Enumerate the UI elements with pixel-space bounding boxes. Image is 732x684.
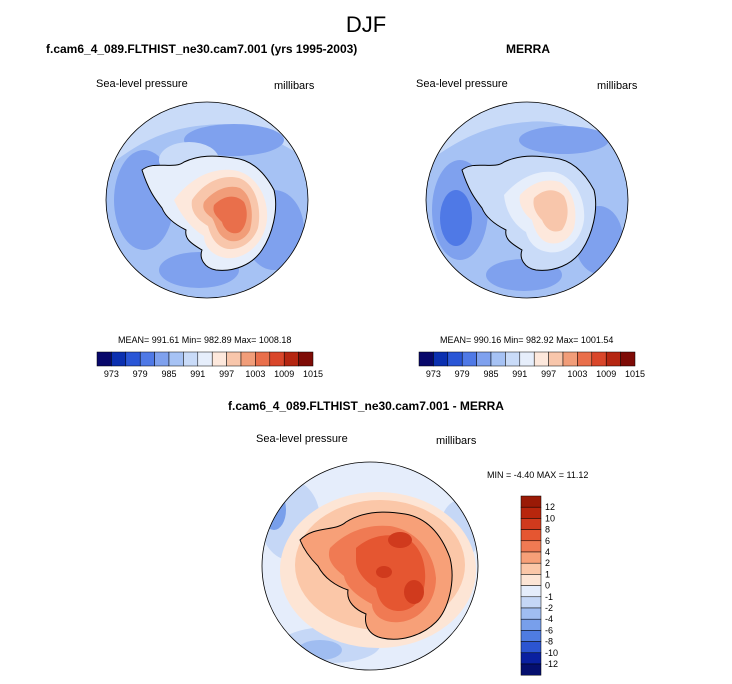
- panel2-colorbar-box: [433, 351, 449, 367]
- panel1-map: [105, 101, 309, 299]
- panel3-units: millibars: [436, 435, 477, 447]
- panel3-colorbar-box: [520, 663, 542, 676]
- panel1-colorbar-box: [226, 351, 242, 367]
- panel3-colorbar-box: [520, 641, 542, 654]
- panel2-colorbar-label: 1009: [596, 369, 616, 379]
- panel1-colorbar-label: 997: [219, 369, 234, 379]
- panel3-map: [261, 461, 479, 671]
- panel3-colorbar-label: 1: [545, 569, 550, 579]
- panel1-colorbar-label: 979: [133, 369, 148, 379]
- panel2-colorbar: 973 979 985 991 997 1003 1009 1015: [418, 351, 645, 379]
- panel3-colorbar-box: [520, 540, 542, 553]
- panel2-colorbar-label: 1015: [625, 369, 645, 379]
- panel1-colorbar-box: [154, 351, 170, 367]
- panel2-title: MERRA: [506, 42, 550, 56]
- panel2-colorbar-label: 991: [512, 369, 527, 379]
- panel2-variable: Sea-level pressure: [416, 78, 508, 90]
- panel3-colorbar-label: 2: [545, 558, 550, 568]
- panel3-colorbar-box: [520, 518, 542, 530]
- panel3-colorbar-box: [520, 574, 542, 586]
- panel1-colorbar-box: [139, 351, 155, 367]
- panel1-colorbar-box: [283, 351, 299, 367]
- panel3-colorbar-label: 4: [545, 547, 550, 557]
- panel1-colorbar-box: [240, 351, 256, 367]
- panel2-colorbar-box: [620, 351, 636, 367]
- panel2-colorbar-box: [605, 351, 621, 367]
- panel3-colorbar-label: 8: [545, 525, 550, 535]
- panel1-stats: MEAN= 991.61 Min= 982.89 Max= 1008.18: [118, 335, 292, 345]
- panel3-variable: Sea-level pressure: [256, 433, 348, 445]
- panel3-stats: MIN = -4.40 MAX = 11.12: [487, 470, 589, 480]
- panel3-colorbar-label: 12: [545, 502, 555, 512]
- panel3-colorbar-box: [520, 585, 542, 598]
- panel2-colorbar-box: [418, 351, 434, 367]
- panel2-colorbar-label: 997: [541, 369, 556, 379]
- panel3-colorbar-box: [520, 652, 542, 665]
- panel2-colorbar-box: [490, 351, 506, 367]
- panel2-colorbar-box: [577, 351, 593, 367]
- panel2-colorbar-box: [519, 351, 535, 367]
- panel3-colorbar-label: 0: [545, 581, 550, 591]
- panel1-colorbar-box: [183, 351, 199, 367]
- panel3-colorbar-box: [520, 529, 542, 542]
- panel1-variable: Sea-level pressure: [96, 78, 188, 90]
- panel2-colorbar-box: [476, 351, 492, 367]
- panel2-colorbar-box: [533, 351, 549, 367]
- panel1-colorbar: 973 979 985 991 997 1003 1009 1015: [96, 351, 323, 379]
- panel3-colorbar-label: -12: [545, 659, 558, 669]
- panel3-colorbar-box: [520, 596, 542, 609]
- panel2-colorbar-box: [461, 351, 477, 367]
- panel1-colorbar-box: [197, 351, 213, 367]
- panel2-colorbar-label: 973: [426, 369, 441, 379]
- panel2-colorbar-label: 1003: [567, 369, 587, 379]
- panel1-colorbar-box: [125, 351, 141, 367]
- panel3-colorbar-label: -10: [545, 648, 558, 658]
- panel1-colorbar-box: [111, 351, 127, 367]
- panel1-colorbar-label: 973: [104, 369, 119, 379]
- panel3-colorbar-label: -2: [545, 603, 553, 613]
- panel3-colorbar-label: -8: [545, 637, 553, 647]
- panel1-colorbar-label: 1003: [245, 369, 265, 379]
- panel3-colorbar-box: [520, 630, 542, 642]
- panel1-colorbar-box: [211, 351, 227, 367]
- panel2-colorbar-label: 985: [483, 369, 498, 379]
- panel2-colorbar-box: [505, 351, 521, 367]
- panel1-units: millibars: [274, 80, 315, 92]
- panel3-colorbar-label: -6: [545, 625, 553, 635]
- panel1-colorbar-box: [255, 351, 271, 367]
- panel3-title: f.cam6_4_089.FLTHIST_ne30.cam7.001 - MER…: [228, 399, 504, 413]
- panel3-colorbar-box: [520, 562, 542, 575]
- panel1-colorbar-label: 985: [161, 369, 176, 379]
- panel1-colorbar-label: 1015: [303, 369, 323, 379]
- panel1-colorbar-box: [269, 351, 285, 367]
- panel2-stats: MEAN= 990.16 Min= 982.92 Max= 1001.54: [440, 335, 614, 345]
- panel1-colorbar-box: [168, 351, 184, 367]
- panel3-colorbar-label: 10: [545, 513, 555, 523]
- panel2-colorbar-box: [548, 351, 564, 367]
- panel3-colorbar-box: [520, 618, 542, 631]
- panel3-colorbar-box: [520, 495, 542, 508]
- panel3-colorbar-label: 6: [545, 536, 550, 546]
- panel1-colorbar-box: [298, 351, 314, 367]
- panel2-colorbar-box: [591, 351, 607, 367]
- panel2-colorbar-box: [562, 351, 578, 367]
- panel1-colorbar-label: 1009: [274, 369, 294, 379]
- panel1-title: f.cam6_4_089.FLTHIST_ne30.cam7.001 (yrs …: [46, 42, 358, 56]
- panel2-colorbar-box: [447, 351, 463, 367]
- panel3-colorbar-label: -4: [545, 614, 553, 624]
- figure-title: DJF: [345, 12, 387, 37]
- panel3-colorbar-label: -1: [545, 592, 553, 602]
- panel2-units: millibars: [597, 80, 638, 92]
- panel3-colorbar-box: [520, 551, 542, 564]
- panel3-colorbar-box: [520, 506, 542, 519]
- panel2-map: [425, 101, 629, 299]
- panel3-colorbar-box: [520, 607, 542, 620]
- panel2-colorbar-label: 979: [455, 369, 470, 379]
- panel1-colorbar-label: 991: [190, 369, 205, 379]
- panel1-colorbar-box: [96, 351, 112, 367]
